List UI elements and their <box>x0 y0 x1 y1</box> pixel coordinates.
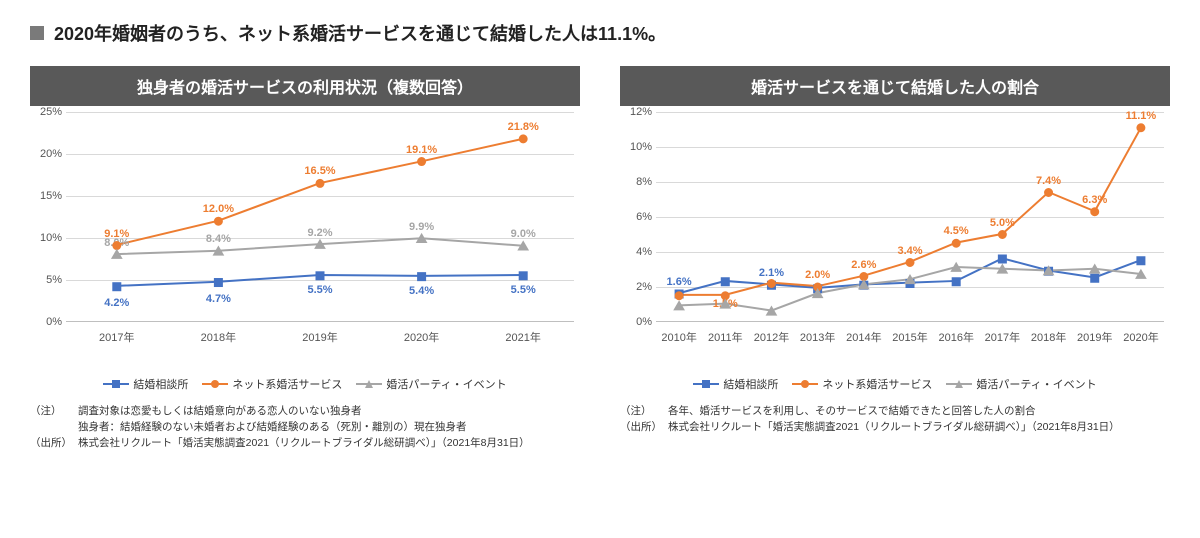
right-x-tick: 2020年 <box>1118 329 1164 345</box>
legend-item: 結婚相談所 <box>103 376 188 392</box>
right-y-tick: 2% <box>620 281 652 293</box>
note-line: 独身者：結婚経験のない未婚者および結婚経験のある（死別・離別の）現在独身者 <box>78 420 580 436</box>
left-x-tick: 2018年 <box>168 329 270 345</box>
legend-item: 婚活パーティ・イベント <box>946 376 1096 392</box>
right-x-tick: 2010年 <box>656 329 702 345</box>
right-y-tick: 4% <box>620 246 652 258</box>
left-notes: （注）調査対象は恋愛もしくは結婚意向がある恋人のいない独身者独身者：結婚経験のな… <box>30 404 580 451</box>
legend-label: ネット系婚活サービス <box>232 376 342 392</box>
headline-row: 2020年婚姻者のうち、ネット系婚活サービスを通じて結婚した人は11.1%。 <box>30 20 1170 46</box>
left-y-tick: 25% <box>30 106 62 118</box>
legend-item: 結婚相談所 <box>693 376 778 392</box>
left-y-tick: 20% <box>30 148 62 160</box>
right-plot-wrap: 0%2%4%6%8%10%12%1.6%2.1%1.5%2.0%2.6%3.4%… <box>620 112 1170 372</box>
legend-swatch-icon <box>693 378 719 390</box>
left-y-tick: 10% <box>30 232 62 244</box>
left-x-axis: 2017年2018年2019年2020年2021年 <box>66 322 574 352</box>
right-x-tick: 2012年 <box>748 329 794 345</box>
legend-swatch-icon <box>792 378 818 390</box>
right-y-tick: 0% <box>620 316 652 328</box>
legend-label: 婚活パーティ・イベント <box>386 376 506 392</box>
note-line: （出所）株式会社リクルート「婚活実態調査2021（リクルートブライダル総研調べ）… <box>30 436 580 452</box>
right-y-tick: 8% <box>620 176 652 188</box>
note-line: （注）各年、婚活サービスを利用し、そのサービスで結婚できたと回答した人の割合 <box>620 404 1170 420</box>
charts-row: 独身者の婚活サービスの利用状況（複数回答） 0%5%10%15%20%25%4.2… <box>30 66 1170 451</box>
left-plot: 0%5%10%15%20%25%4.2%4.7%5.5%5.4%5.5%9.1%… <box>66 112 574 322</box>
right-x-tick: 2013年 <box>795 329 841 345</box>
headline-text: 2020年婚姻者のうち、ネット系婚活サービスを通じて結婚した人は11.1%。 <box>54 20 666 46</box>
left-legend: 結婚相談所 ネット系婚活サービス 婚活パーティ・イベント <box>30 376 580 392</box>
legend-swatch-icon <box>103 378 129 390</box>
left-x-tick: 2017年 <box>66 329 168 345</box>
legend-swatch-icon <box>202 378 228 390</box>
legend-item: ネット系婚活サービス <box>792 376 932 392</box>
left-y-tick: 5% <box>30 274 62 286</box>
right-plot: 0%2%4%6%8%10%12%1.6%2.1%1.5%2.0%2.6%3.4%… <box>656 112 1164 322</box>
left-x-tick: 2020年 <box>371 329 473 345</box>
headline-bullet-icon <box>30 26 44 40</box>
legend-item: 婚活パーティ・イベント <box>356 376 506 392</box>
right-chart-panel: 婚活サービスを通じて結婚した人の割合 0%2%4%6%8%10%12%1.6%2.… <box>620 66 1170 451</box>
legend-item: ネット系婚活サービス <box>202 376 342 392</box>
right-x-tick: 2018年 <box>1026 329 1072 345</box>
left-chart-title: 独身者の婚活サービスの利用状況（複数回答） <box>30 66 580 106</box>
legend-label: 婚活パーティ・イベント <box>976 376 1096 392</box>
left-chart-panel: 独身者の婚活サービスの利用状況（複数回答） 0%5%10%15%20%25%4.2… <box>30 66 580 451</box>
right-notes: （注）各年、婚活サービスを利用し、そのサービスで結婚できたと回答した人の割合（出… <box>620 404 1170 436</box>
legend-label: 結婚相談所 <box>723 376 778 392</box>
left-plot-wrap: 0%5%10%15%20%25%4.2%4.7%5.5%5.4%5.5%9.1%… <box>30 112 580 372</box>
right-x-tick: 2014年 <box>841 329 887 345</box>
legend-swatch-icon <box>946 378 972 390</box>
legend-label: ネット系婚活サービス <box>822 376 932 392</box>
right-y-tick: 6% <box>620 211 652 223</box>
left-y-tick: 0% <box>30 316 62 328</box>
right-x-tick: 2019年 <box>1072 329 1118 345</box>
note-line: （注）調査対象は恋愛もしくは結婚意向がある恋人のいない独身者 <box>30 404 580 420</box>
right-x-tick: 2015年 <box>887 329 933 345</box>
right-y-tick: 12% <box>620 106 652 118</box>
right-legend: 結婚相談所 ネット系婚活サービス 婚活パーティ・イベント <box>620 376 1170 392</box>
note-line: （出所）株式会社リクルート「婚活実態調査2021（リクルートブライダル総研調べ）… <box>620 420 1170 436</box>
right-x-axis: 2010年2011年2012年2013年2014年2015年2016年2017年… <box>656 322 1164 352</box>
legend-label: 結婚相談所 <box>133 376 188 392</box>
left-x-tick: 2019年 <box>269 329 371 345</box>
right-chart-title: 婚活サービスを通じて結婚した人の割合 <box>620 66 1170 106</box>
legend-swatch-icon <box>356 378 382 390</box>
right-x-tick: 2017年 <box>979 329 1025 345</box>
left-y-tick: 15% <box>30 190 62 202</box>
left-x-tick: 2021年 <box>472 329 574 345</box>
right-y-tick: 10% <box>620 141 652 153</box>
right-x-tick: 2016年 <box>933 329 979 345</box>
right-x-tick: 2011年 <box>702 329 748 345</box>
